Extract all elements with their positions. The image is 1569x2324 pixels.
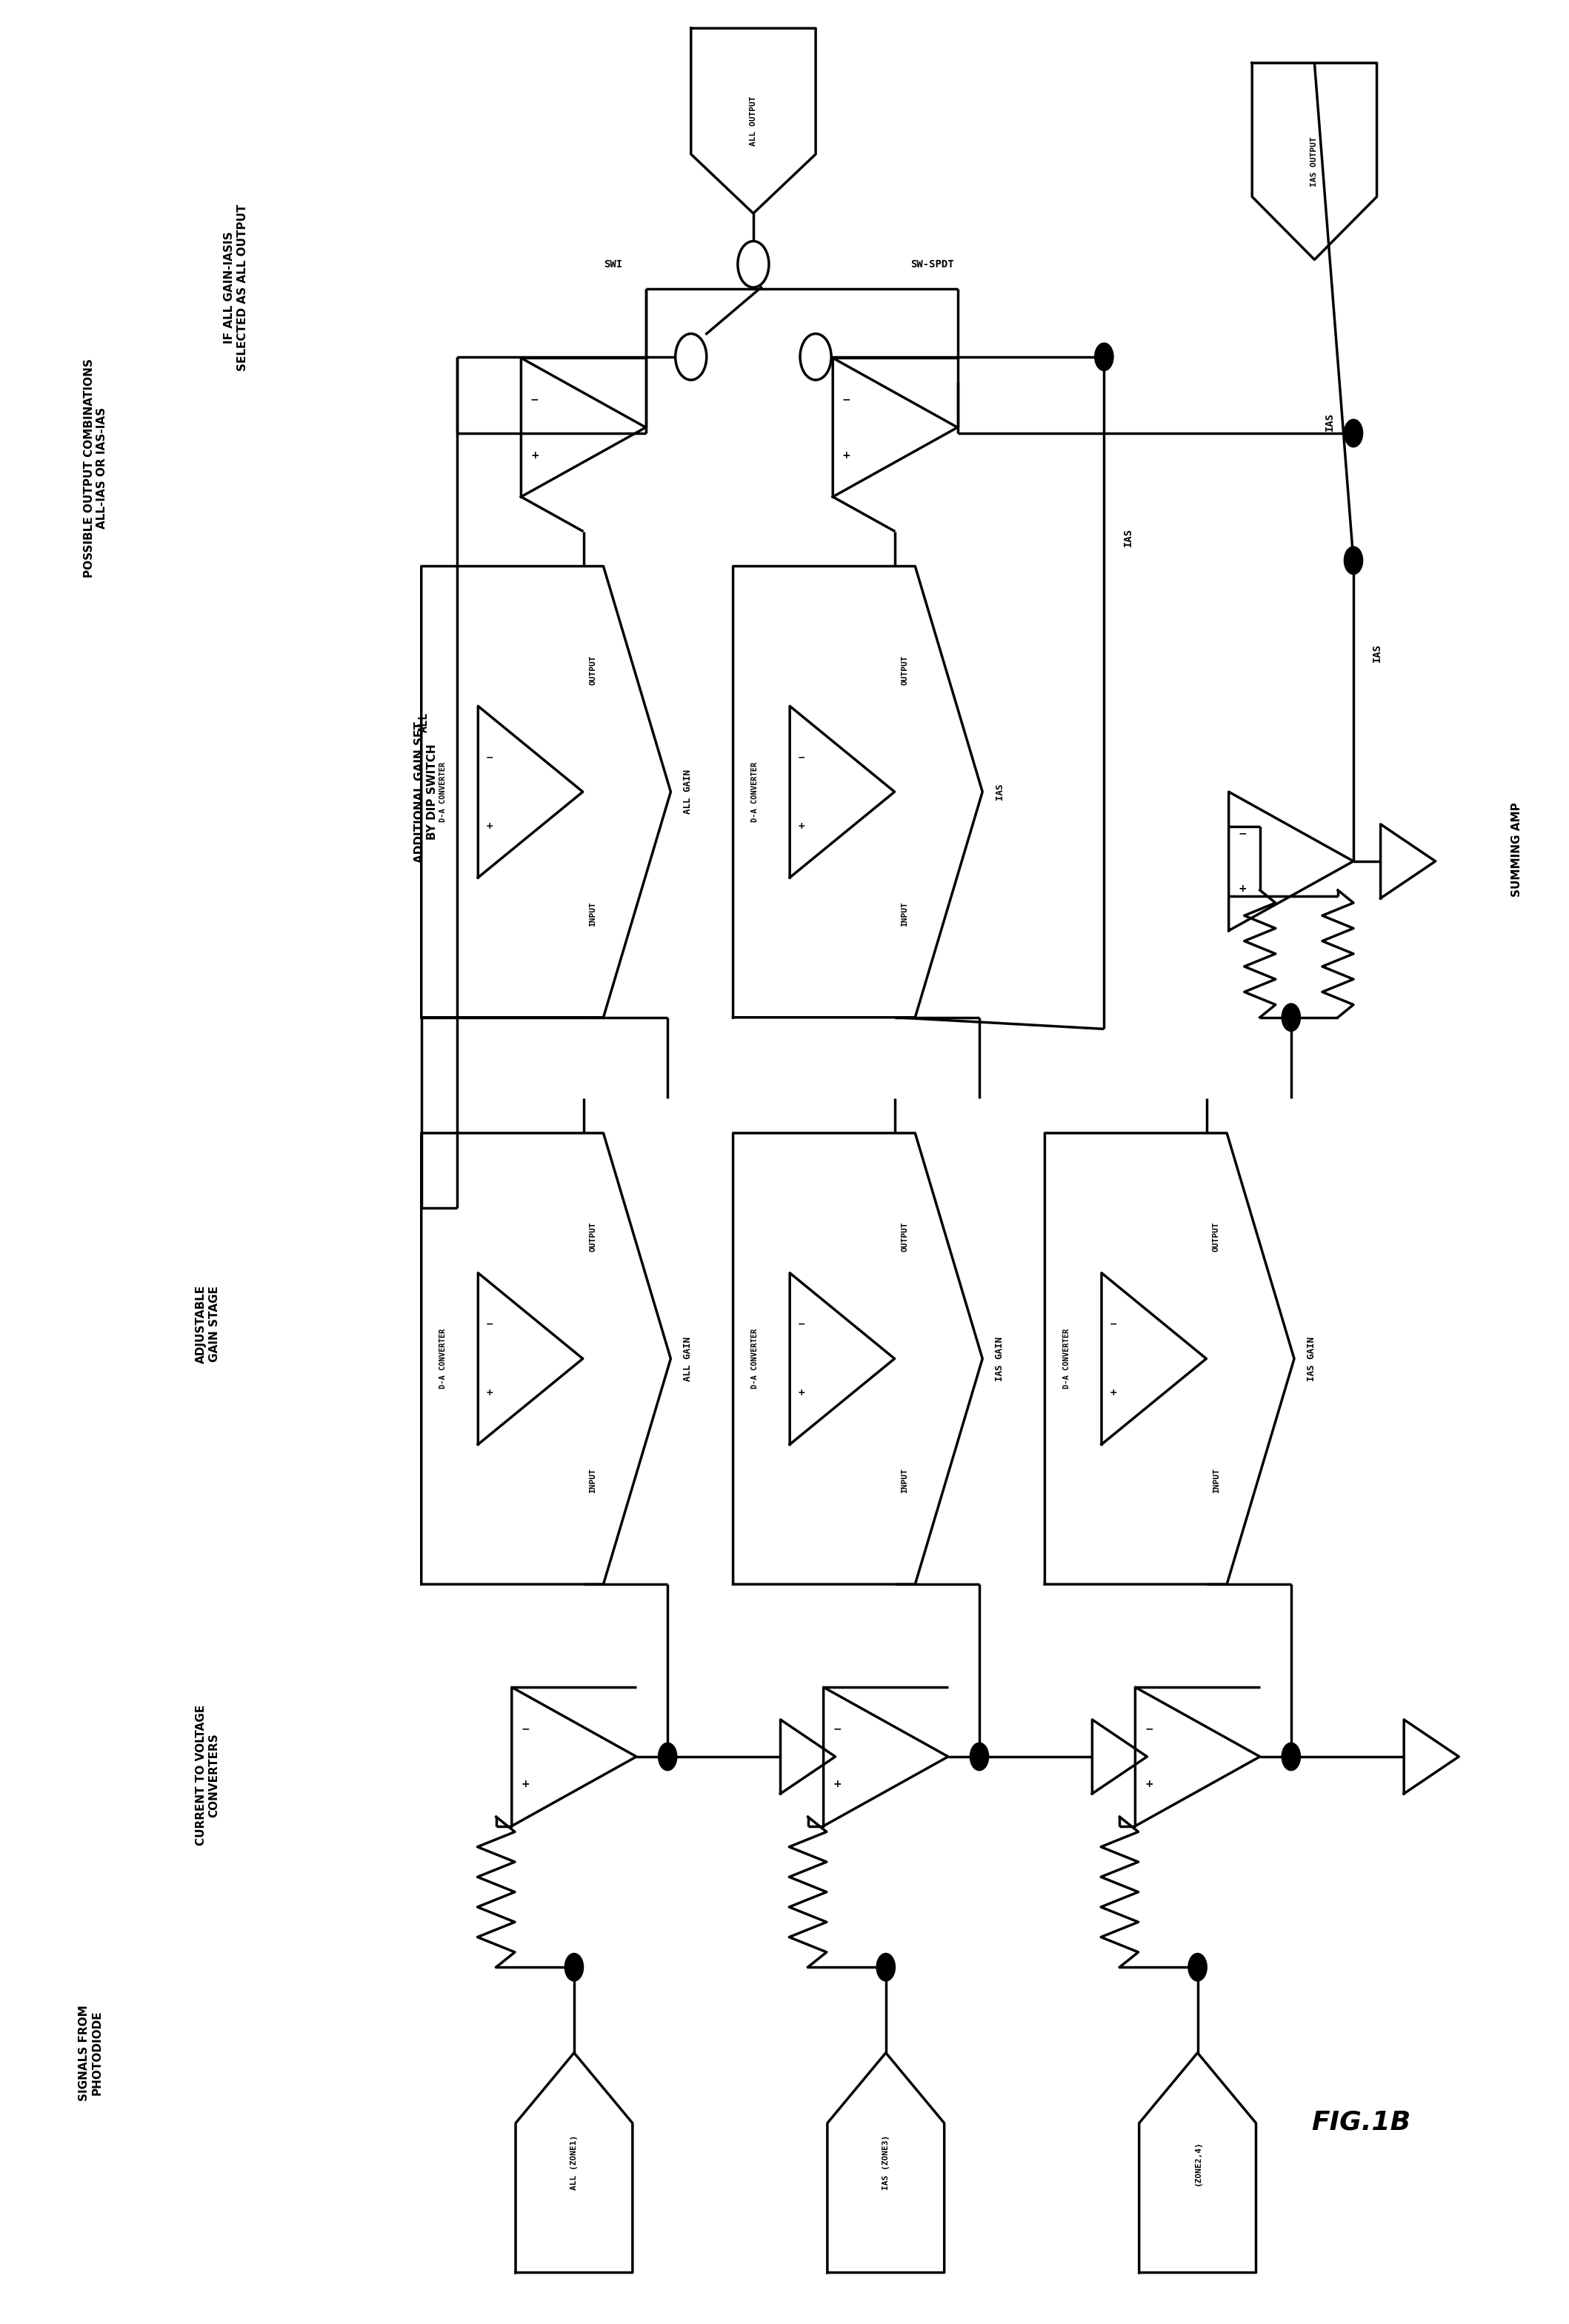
Text: −: − (530, 395, 540, 404)
Circle shape (877, 1952, 896, 1980)
Text: −: − (486, 753, 494, 762)
Text: ADDITIONAL GAIN SET
BY DIP SWITCH: ADDITIONAL GAIN SET BY DIP SWITCH (414, 720, 438, 862)
Text: IAS (ZONE3): IAS (ZONE3) (882, 2136, 890, 2189)
Text: −: − (843, 395, 850, 404)
Text: D-A CONVERTER: D-A CONVERTER (439, 762, 447, 823)
Text: POSSIBLE OUTPUT COMBINATIONS
ALL-IAS OR IAS-IAS: POSSIBLE OUTPUT COMBINATIONS ALL-IAS OR … (83, 358, 108, 576)
Text: FIG.1B: FIG.1B (1312, 2110, 1411, 2136)
Text: INPUT: INPUT (901, 902, 908, 927)
Text: +: + (530, 451, 540, 460)
Text: D-A CONVERTER: D-A CONVERTER (1062, 1329, 1070, 1390)
Text: ALL GAIN: ALL GAIN (683, 769, 693, 813)
Text: IAS OUTPUT: IAS OUTPUT (1310, 137, 1318, 186)
Text: +: + (843, 451, 850, 460)
Text: D-A CONVERTER: D-A CONVERTER (752, 1329, 758, 1390)
Text: ALL OUTPUT: ALL OUTPUT (750, 95, 756, 146)
Text: OUTPUT: OUTPUT (901, 655, 908, 686)
Text: D-A CONVERTER: D-A CONVERTER (439, 1329, 447, 1390)
Circle shape (1095, 344, 1114, 372)
Text: −: − (1109, 1320, 1117, 1329)
Circle shape (1282, 1743, 1301, 1771)
Text: IAS: IAS (1324, 411, 1335, 430)
Circle shape (1345, 546, 1363, 574)
Text: OUTPUT: OUTPUT (1213, 1222, 1221, 1253)
Text: SWI: SWI (604, 258, 623, 270)
Text: +: + (521, 1780, 530, 1789)
Circle shape (659, 1743, 676, 1771)
Text: IAS GAIN: IAS GAIN (1307, 1336, 1316, 1380)
Circle shape (1345, 418, 1363, 446)
Text: −: − (521, 1724, 530, 1734)
Text: INPUT: INPUT (588, 1469, 596, 1492)
Text: D-A CONVERTER: D-A CONVERTER (752, 762, 758, 823)
Text: ALL: ALL (417, 711, 428, 732)
Text: −: − (1144, 1724, 1153, 1734)
Text: +: + (1238, 883, 1247, 895)
Text: +: + (486, 1387, 494, 1397)
Text: IAS: IAS (1373, 644, 1382, 662)
Text: −: − (797, 1320, 805, 1329)
Text: +: + (1109, 1387, 1117, 1397)
Text: −: − (833, 1724, 841, 1734)
Text: +: + (797, 1387, 805, 1397)
Text: +: + (1144, 1780, 1153, 1789)
Text: +: + (833, 1780, 841, 1789)
Text: (ZONE2,4): (ZONE2,4) (1194, 2140, 1202, 2185)
Text: IF ALL GAIN-IASIS
SELECTED AS ALL OUTPUT: IF ALL GAIN-IASIS SELECTED AS ALL OUTPUT (224, 205, 248, 372)
Text: +: + (486, 820, 494, 832)
Text: IAS GAIN: IAS GAIN (995, 1336, 1004, 1380)
Text: ALL GAIN: ALL GAIN (683, 1336, 693, 1380)
Text: OUTPUT: OUTPUT (901, 1222, 908, 1253)
Circle shape (1282, 1004, 1301, 1032)
Text: +: + (797, 820, 805, 832)
Text: SUMMING AMP: SUMMING AMP (1511, 802, 1522, 897)
Text: CURRENT TO VOLTAGE
CONVERTERS: CURRENT TO VOLTAGE CONVERTERS (196, 1706, 220, 1845)
Text: ALL (ZONE1): ALL (ZONE1) (571, 2136, 577, 2189)
Text: −: − (486, 1320, 494, 1329)
Text: −: − (1238, 827, 1247, 839)
Text: INPUT: INPUT (1213, 1469, 1221, 1492)
Text: IAS: IAS (995, 783, 1004, 799)
Circle shape (1188, 1952, 1207, 1980)
Circle shape (565, 1952, 584, 1980)
Text: SW-SPDT: SW-SPDT (912, 258, 954, 270)
Text: OUTPUT: OUTPUT (588, 1222, 596, 1253)
Text: INPUT: INPUT (588, 902, 596, 927)
Text: ADJUSTABLE
GAIN STAGE: ADJUSTABLE GAIN STAGE (196, 1285, 220, 1364)
Text: OUTPUT: OUTPUT (588, 655, 596, 686)
Text: SIGNALS FROM
PHOTODIODE: SIGNALS FROM PHOTODIODE (78, 2006, 104, 2101)
Text: INPUT: INPUT (901, 1469, 908, 1492)
Text: IAS: IAS (1123, 528, 1133, 546)
Circle shape (970, 1743, 988, 1771)
Text: −: − (797, 753, 805, 762)
